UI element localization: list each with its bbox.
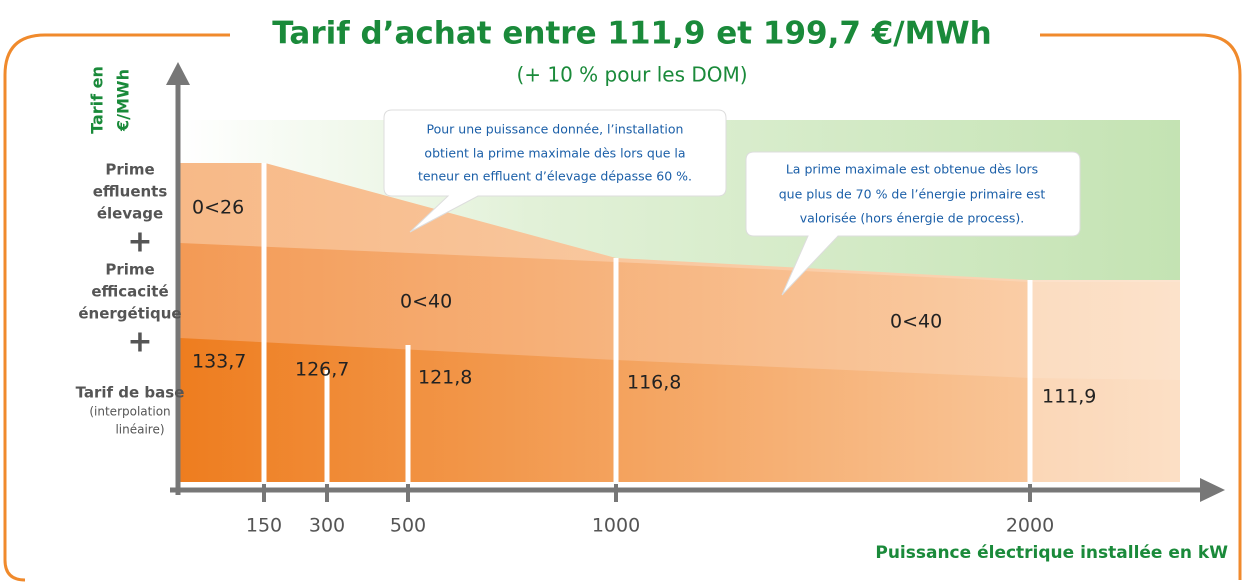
callout-text: Pour une puissance donnée, l’installatio… [427,122,684,137]
y-label-line: Tarif en [88,66,107,134]
plus: + [127,325,152,360]
frame [3,33,1242,582]
dividers [261,163,1033,482]
x-axis-label: Puissance électrique installée en kW [875,543,1228,563]
x-arrow [1200,478,1225,502]
legend-text: effluents [93,183,168,201]
title: Tarif d’achat entre 111,9 et 199,7 €/MWh [272,16,991,52]
plus: + [127,225,152,260]
legend-text: élevage [97,205,163,223]
callout-text: que plus de 70 % de l’énergie primaire e… [779,187,1046,202]
x-tick-label: 300 [309,515,345,537]
callout-box [383,109,727,233]
legend-text: (interpolation [89,405,170,419]
legend-text: Prime [105,261,154,279]
x-tick-label: 150 [246,515,282,537]
x-tick-label: 1000 [592,515,640,537]
y-axis-label: Tarif en €/MWh [88,66,133,134]
band-label: 0<40 [890,311,942,333]
legend-text: Tarif de base [76,384,185,402]
base-value: 111,9 [1042,386,1096,408]
band-label: 0<40 [400,291,452,313]
base-value: 116,8 [627,372,681,394]
legend-text: efficacité [91,283,168,301]
x-tick-label: 2000 [1006,515,1054,537]
band-label: 0<26 [192,197,244,219]
legend-text: Prime [105,161,154,179]
callout-box [745,151,1081,296]
band-base [180,338,1180,482]
callout-text: La prime maximale est obtenue dès lors [786,162,1038,177]
y-label-line: €/MWh [114,69,133,132]
legend-text: linéaire) [115,423,164,437]
callout-text: obtient la prime maximale dès lors que l… [424,146,685,161]
y-arrow [166,62,190,85]
base-value: 121,8 [418,367,472,389]
band-light [1030,280,1180,482]
x-tick-label: 500 [390,515,426,537]
callout-text: valorisée (hors énergie de process). [800,211,1025,226]
subtitle: (+ 10 % pour les DOM) [516,63,747,87]
base-value: 133,7 [192,351,246,373]
legend-text: énergétique [78,305,181,323]
base-value: 126,7 [295,359,349,381]
callout-text: teneur en effluent d’élevage dépasse 60 … [418,169,692,184]
x-ticks [262,484,1032,502]
